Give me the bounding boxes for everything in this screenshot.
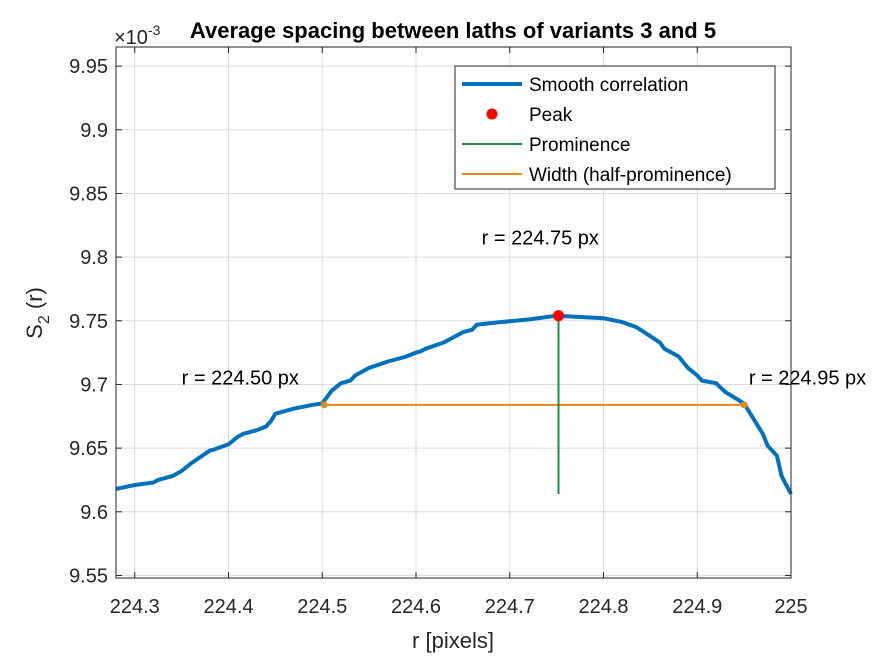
y-axis-label: S2 (r) (22, 287, 53, 339)
x-axis-label: r [pixels] (412, 628, 494, 653)
axes-box (115, 46, 792, 579)
x-tick-label: 224.4 (203, 596, 253, 618)
x-tick-label: 224.8 (578, 596, 628, 618)
x-tick-label: 225 (774, 596, 807, 618)
annotation-label: r = 224.75 px (482, 227, 599, 249)
y-exponent: ×10-3 (114, 22, 161, 49)
y-tick-label: 9.95 (69, 56, 108, 78)
legend-label-peak: Peak (529, 105, 573, 126)
annotations: r = 224.75 px r = 224.50 px r = 224.95 px (182, 227, 867, 389)
y-tick-label: 9.7 (80, 374, 108, 396)
legend-box (454, 65, 776, 190)
x-tick-label: 224.6 (391, 596, 441, 618)
y-tick-label: 9.8 (80, 247, 108, 269)
axis-ticks: 224.3 224.4 224.5 224.6 224.7 224.8 224.9 225 9.… (69, 47, 808, 618)
x-tick-label: 224.9 (672, 596, 722, 618)
y-tick-label: 9.6 (80, 502, 108, 524)
y-tick-label: 9.65 (69, 438, 108, 460)
y-tick-label: 9.9 (80, 120, 108, 142)
x-tick-label: 224.5 (297, 596, 347, 618)
y-tick-label: 9.55 (69, 565, 108, 587)
width-endpoint-right (740, 401, 748, 409)
legend-label-prominence: Prominence (529, 135, 630, 156)
annotation-label: r = 224.95 px (749, 367, 866, 389)
legend: Smooth correlation Peak Prominence Width… (454, 65, 776, 190)
x-tick-label: 224.3 (110, 596, 160, 618)
peak-marker (553, 310, 564, 322)
series-smooth-correlation (115, 313, 793, 495)
width-endpoint-left (320, 401, 328, 409)
y-tick-label: 9.75 (69, 311, 108, 333)
plot-area (115, 310, 793, 495)
chart-title: Average spacing between laths of variant… (190, 18, 716, 43)
legend-label-width: Width (half-prominence) (529, 165, 732, 186)
legend-label-smooth-correlation: Smooth correlation (529, 75, 688, 96)
annotation-label: r = 224.50 px (182, 367, 299, 389)
y-tick-label: 9.85 (69, 183, 108, 205)
legend-swatch-peak (486, 108, 498, 120)
x-tick-label: 224.7 (485, 596, 535, 618)
